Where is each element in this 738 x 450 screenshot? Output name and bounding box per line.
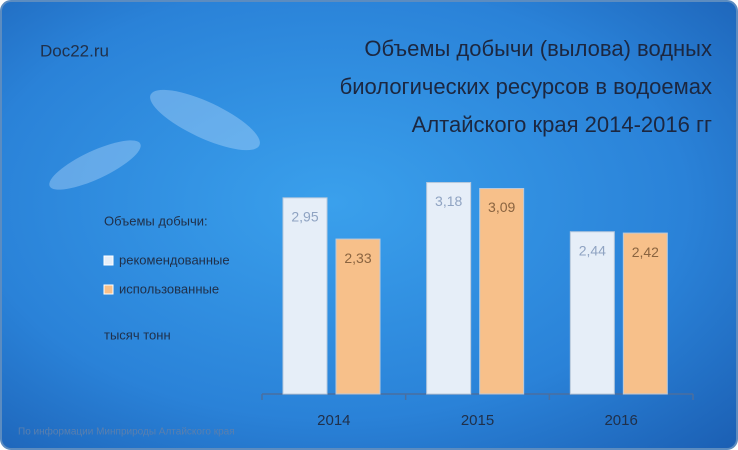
x-tick-label: 2016	[604, 412, 637, 429]
title-line: биологических ресурсов в водоемах	[340, 74, 712, 99]
bar	[479, 188, 525, 395]
legend-swatch	[103, 255, 114, 266]
bar	[282, 197, 328, 395]
title-line: Алтайского края 2014-2016 гг	[412, 112, 712, 137]
bar	[426, 182, 472, 395]
legend-title: Объемы добычи:	[104, 213, 208, 228]
legend-label: использованные	[119, 281, 219, 296]
value-label: 2,44	[579, 242, 606, 258]
title-line: Объемы добычи (вылова) водных	[364, 36, 712, 61]
site-label: Doc22.ru	[40, 41, 109, 60]
legend-swatch	[103, 284, 114, 295]
x-tick-label: 2015	[461, 412, 494, 429]
legend-label: рекомендованные	[119, 252, 230, 267]
value-label: 2,33	[344, 250, 371, 266]
value-label: 2,95	[291, 209, 318, 225]
value-label: 3,09	[488, 199, 515, 215]
value-label: 2,42	[632, 244, 659, 260]
unit-label: тысяч тонн	[104, 327, 171, 342]
chart-title: Объемы добычи (вылова) водных биологическ…	[340, 36, 712, 137]
bar	[569, 231, 615, 395]
decoration	[49, 89, 260, 190]
bar	[622, 232, 668, 395]
source-note: По информации Минприроды Алтайского края	[18, 426, 235, 438]
x-tick-label: 2014	[317, 412, 350, 429]
bar	[335, 238, 381, 395]
value-label: 3,18	[435, 193, 462, 209]
